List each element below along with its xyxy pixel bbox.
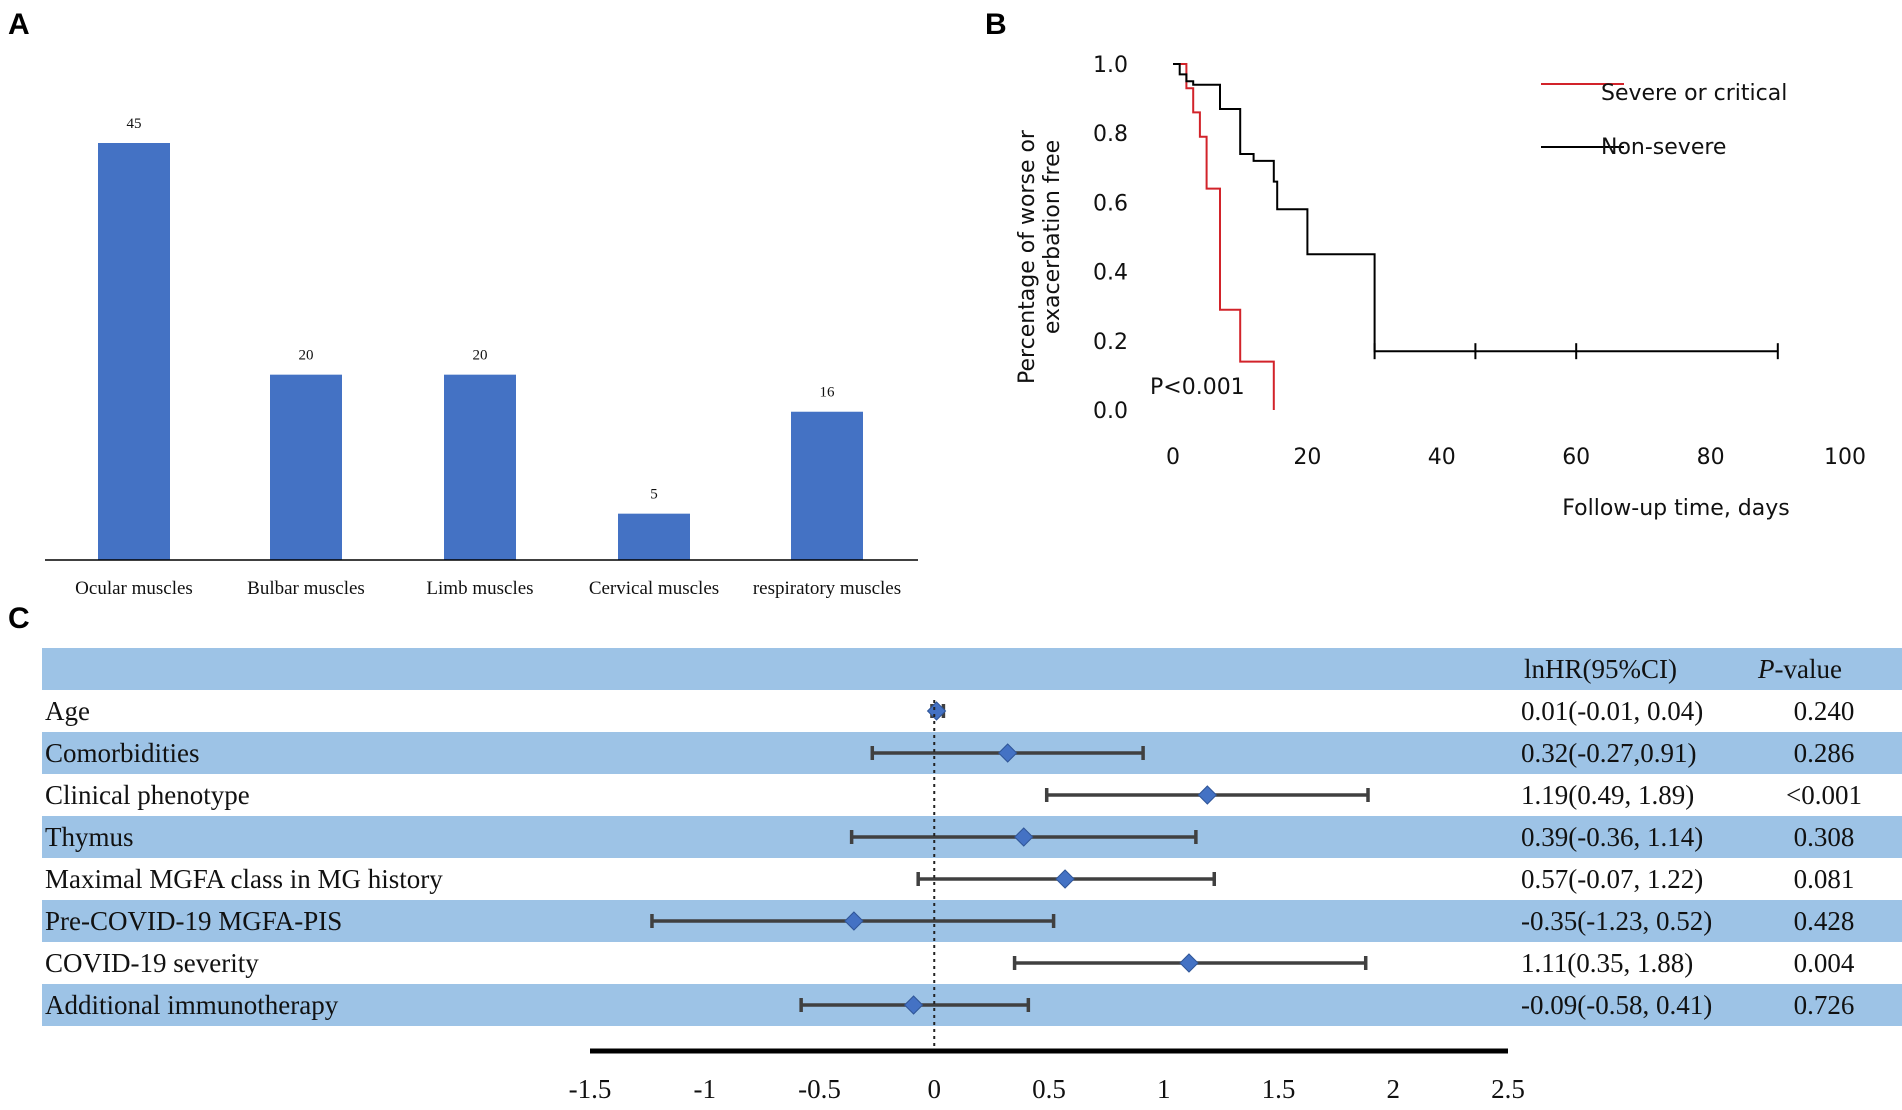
panel-letter-a: A	[8, 8, 30, 41]
forest-plot-c: lnHR(95%CI) P-value Age 0.01(-0.01, 0.04)…	[42, 648, 1902, 1104]
legend-label-severe: Severe or critical	[1601, 81, 1787, 106]
y-axis-title-line-1: Percentage of worse or	[1015, 129, 1040, 384]
km-line-series-0	[1173, 63, 1275, 410]
km-line-series-1	[1173, 63, 1778, 353]
p-value-4: 0.081	[1794, 864, 1855, 894]
bar-2	[444, 374, 516, 560]
y-tick-label-5: 1.0	[1093, 53, 1128, 78]
y-tick-label-2: 0.4	[1093, 261, 1128, 286]
p-value-2: <0.001	[1786, 780, 1862, 810]
point-estimate-6	[1179, 953, 1199, 973]
header-p-rest: -value	[1775, 654, 1842, 684]
forest-x-tick-label-0: -1.5	[569, 1074, 612, 1104]
hr-value-7: -0.09(-0.58, 0.41)	[1521, 990, 1712, 1020]
legend-label-nonsevere: Non-severe	[1601, 135, 1726, 160]
forest-x-tick-label-8: 2.5	[1491, 1074, 1525, 1104]
panel-letter-c: C	[8, 602, 30, 635]
row-label-7: Additional immunotherapy	[45, 990, 339, 1020]
hr-value-4: 0.57(-0.07, 1.22)	[1521, 864, 1703, 894]
survival-chart-b: 0 20 40 60 80 100 0.0 0.2 0.4 0.6 0.8 1.0 Percentag…	[1015, 53, 1866, 521]
header-band	[42, 648, 1902, 690]
km-curves	[1173, 63, 1779, 410]
bar-value-label-2: 20	[473, 348, 488, 364]
p-value-1: 0.286	[1794, 738, 1855, 768]
point-estimate-4	[1055, 869, 1075, 889]
forest-x-tick-label-5: 1	[1157, 1074, 1171, 1104]
bar-3	[618, 513, 690, 560]
panel-letter-b: B	[985, 8, 1007, 41]
p-value-5: 0.428	[1794, 906, 1855, 936]
point-estimate-0	[926, 701, 947, 721]
forest-x-tick-label-4: 0.5	[1032, 1074, 1066, 1104]
y-tick-label-3: 0.6	[1093, 191, 1128, 216]
hr-value-3: 0.39(-0.36, 1.14)	[1521, 822, 1703, 852]
bar-value-label-1: 20	[299, 348, 314, 364]
point-estimate-3	[1014, 827, 1034, 847]
p-value-3: 0.308	[1794, 822, 1855, 852]
hr-value-0: 0.01(-0.01, 0.04)	[1521, 696, 1703, 726]
category-label-4: respiratory muscles	[753, 578, 901, 599]
y-axis-title-line-2: exacerbation free	[1040, 140, 1065, 334]
p-value-7: 0.726	[1794, 990, 1855, 1020]
bar-chart-a: 45 Ocular muscles 20 Bulbar muscles 20 Limb m…	[45, 116, 918, 599]
row-label-5: Pre-COVID-19 MGFA-PIS	[45, 906, 342, 936]
forest-axis-ticks: -1.5 -1 -0.5 0 0.5 1 1.5 2 2.5	[569, 1074, 1525, 1104]
x-tick-label-0: 0	[1166, 445, 1180, 470]
bar-value-label-0: 45	[127, 116, 142, 132]
x-tick-label-2: 40	[1428, 445, 1456, 470]
point-estimate-1	[997, 743, 1018, 763]
legend: Severe or critical Non-severe	[1541, 81, 1787, 160]
row-label-4: Maximal MGFA class in MG history	[45, 864, 443, 894]
hr-value-5: -0.35(-1.23, 0.52)	[1521, 906, 1712, 936]
bar-group: 45 Ocular muscles 20 Bulbar muscles 20 Limb m…	[75, 116, 901, 599]
bar-value-label-4: 16	[820, 385, 836, 401]
y-tick-label-4: 0.8	[1093, 122, 1128, 147]
forest-x-tick-label-7: 2	[1387, 1074, 1401, 1104]
forest-rows: Age 0.01(-0.01, 0.04) 0.240 Comorbidities 0.…	[45, 696, 1862, 1020]
row-label-0: Age	[45, 696, 90, 726]
category-label-1: Bulbar muscles	[247, 578, 365, 599]
header-p-italic: P	[1757, 654, 1775, 684]
point-estimate-7	[903, 995, 924, 1015]
category-label-3: Cervical muscles	[589, 578, 719, 599]
header-hr: lnHR(95%CI)	[1524, 654, 1677, 684]
row-label-3: Thymus	[45, 822, 134, 852]
row-label-1: Comorbidities	[45, 738, 200, 768]
km-axis-ticks: 0 20 40 60 80 100 0.0 0.2 0.4 0.6 0.8 1.0	[1093, 53, 1866, 470]
forest-x-tick-label-2: -0.5	[798, 1074, 841, 1104]
hr-value-2: 1.19(0.49, 1.89)	[1521, 780, 1694, 810]
forest-x-tick-label-6: 1.5	[1262, 1074, 1296, 1104]
y-tick-label-0: 0.0	[1093, 399, 1128, 424]
x-tick-label-1: 20	[1293, 445, 1321, 470]
row-label-2: Clinical phenotype	[45, 780, 250, 810]
header-p: P-value	[1757, 654, 1842, 684]
point-estimate-2	[1197, 785, 1218, 805]
forest-x-tick-label-1: -1	[694, 1074, 717, 1104]
p-value-annotation: P<0.001	[1150, 375, 1245, 400]
y-tick-label-1: 0.2	[1093, 330, 1128, 355]
forest-x-tick-label-3: 0	[928, 1074, 942, 1104]
category-label-0: Ocular muscles	[75, 578, 193, 599]
x-tick-label-3: 60	[1562, 445, 1590, 470]
p-value-0: 0.240	[1794, 696, 1855, 726]
bar-4	[791, 411, 863, 560]
x-axis-title: Follow-up time, days	[1562, 496, 1789, 521]
p-value-6: 0.004	[1794, 948, 1855, 978]
bar-0	[98, 143, 170, 560]
bar-1	[270, 374, 342, 560]
x-tick-label-4: 80	[1697, 445, 1725, 470]
hr-value-6: 1.11(0.35, 1.88)	[1521, 948, 1693, 978]
bar-value-label-3: 5	[650, 487, 658, 503]
x-tick-label-5: 100	[1824, 445, 1866, 470]
point-estimate-5	[844, 911, 864, 931]
category-label-2: Limb muscles	[426, 578, 533, 599]
row-label-6: COVID-19 severity	[45, 948, 259, 978]
hr-value-1: 0.32(-0.27,0.91)	[1521, 738, 1696, 768]
